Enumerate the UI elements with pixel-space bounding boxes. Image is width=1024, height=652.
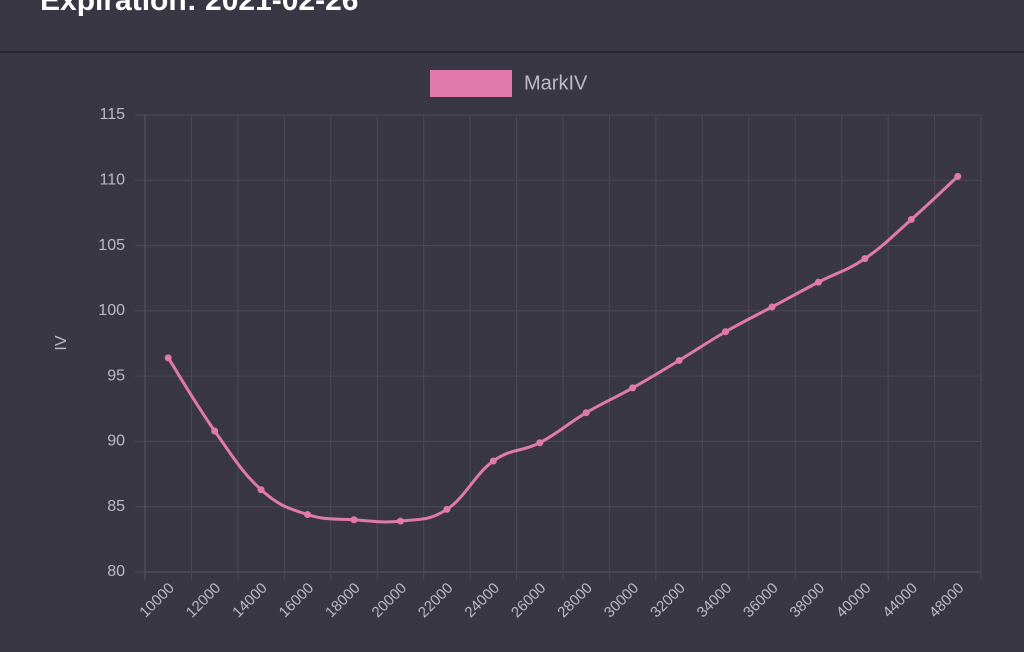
data-point (304, 511, 312, 519)
data-point (211, 427, 219, 435)
data-point (722, 328, 730, 336)
data-point (675, 356, 683, 364)
data-point (907, 215, 915, 223)
y-tick-label: 110 (99, 172, 125, 189)
data-point (768, 303, 776, 311)
data-point (257, 486, 265, 494)
y-tick-label: 105 (98, 237, 125, 254)
data-point (954, 172, 962, 180)
y-tick-label: 85 (107, 498, 125, 515)
data-point (350, 516, 358, 524)
data-point (629, 384, 637, 392)
chart-title: Expiration: 2021-02-26 (40, 0, 358, 17)
data-point (814, 278, 822, 286)
data-point (536, 439, 544, 447)
y-tick-label: 80 (107, 563, 125, 580)
y-tick-label: 100 (98, 302, 125, 319)
y-axis-title: IV (53, 335, 70, 350)
data-point (443, 505, 451, 513)
y-tick-label: 90 (107, 433, 125, 450)
data-point (396, 517, 404, 525)
legend-swatch[interactable] (430, 70, 512, 97)
y-tick-label: 115 (99, 106, 125, 123)
legend-label: MarkIV (524, 72, 588, 94)
data-point (164, 354, 172, 362)
data-point (582, 409, 590, 417)
y-tick-label: 95 (107, 367, 125, 384)
data-point (861, 255, 869, 263)
data-point (489, 457, 497, 465)
